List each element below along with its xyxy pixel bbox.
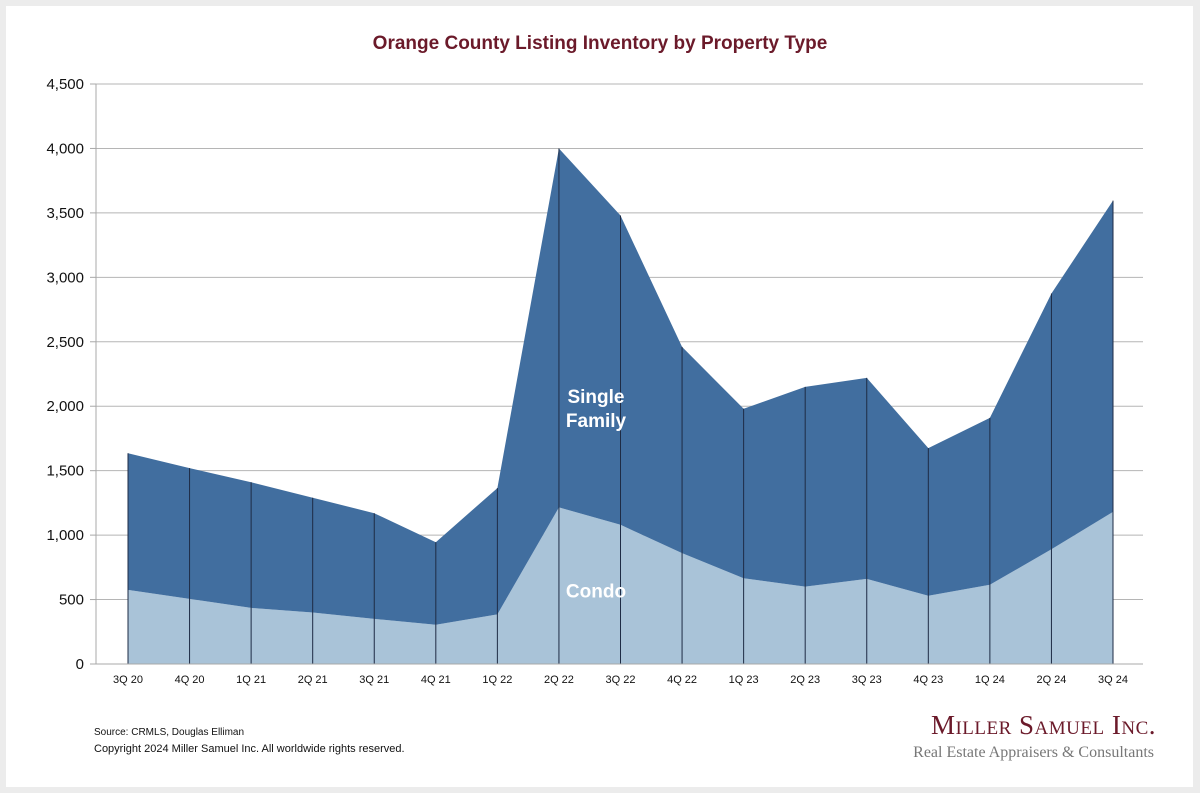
x-tick-label: 2Q 21	[298, 674, 328, 686]
series-label-single-family: Family	[566, 411, 627, 432]
y-tick-label: 3,500	[46, 205, 84, 222]
y-tick-label: 2,000	[46, 398, 84, 415]
x-tick-label: 3Q 23	[852, 674, 882, 686]
category-dividers	[127, 148, 1114, 664]
y-tick-labels: 0 500 1,000 1,500 2,000 2,500 3,000 3,500 4,000 4…	[46, 76, 84, 673]
x-tick-label: 4Q 20	[175, 674, 205, 686]
x-tick-label: 1Q 21	[236, 674, 266, 686]
company-logo-name: Miller Samuel Inc.	[930, 710, 1156, 740]
axes	[90, 83, 1143, 665]
chart-title: Orange County Listing Inventory by Prope…	[372, 33, 828, 54]
x-tick-label: 3Q 21	[359, 674, 389, 686]
y-tick-label: 4,500	[46, 76, 84, 93]
series-label-single-family: Single	[567, 387, 624, 408]
y-tick-label: 0	[76, 656, 84, 673]
y-tick-label: 3,000	[46, 269, 84, 286]
company-logo-tagline: Real Estate Appraisers & Consultants	[913, 744, 1154, 761]
x-tick-label: 4Q 22	[667, 674, 697, 686]
x-tick-label: 3Q 24	[1098, 674, 1128, 686]
x-tick-label: 2Q 22	[544, 674, 574, 686]
y-tick-label: 500	[59, 592, 84, 609]
series-label-condo: Condo	[566, 582, 626, 603]
x-tick-label: 3Q 22	[606, 674, 636, 686]
y-tick-label: 2,500	[46, 334, 84, 351]
x-tick-label: 1Q 23	[729, 674, 759, 686]
x-tick-label: 4Q 21	[421, 674, 451, 686]
x-tick-label: 1Q 22	[482, 674, 512, 686]
x-tick-label: 3Q 20	[113, 674, 143, 686]
copyright-note: Copyright 2024 Miller Samuel Inc. All wo…	[94, 743, 405, 755]
y-tick-label: 1,500	[46, 463, 84, 480]
y-tick-label: 1,000	[46, 527, 84, 544]
y-tick-label: 4,000	[46, 140, 84, 157]
x-tick-label: 4Q 23	[913, 674, 943, 686]
x-tick-label: 2Q 23	[790, 674, 820, 686]
x-tick-labels: 3Q 20 4Q 20 1Q 21 2Q 21 3Q 21 4Q 21 1Q 22 2Q 22…	[113, 674, 1128, 686]
x-tick-label: 1Q 24	[975, 674, 1005, 686]
x-tick-label: 2Q 24	[1036, 674, 1066, 686]
series-labels: Condo Single Family	[566, 387, 627, 602]
source-note: Source: CRMLS, Douglas Elliman	[94, 727, 245, 738]
